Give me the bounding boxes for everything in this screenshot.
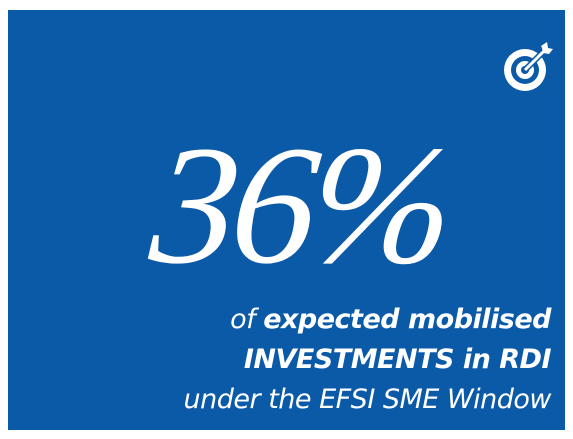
caption-text: of — [230, 304, 264, 335]
caption-line: under the EFSI SME Window — [183, 380, 552, 420]
caption-line: INVESTMENTS in RDI — [184, 340, 552, 380]
caption-text: INVESTMENTS in RDI — [243, 344, 552, 375]
caption-text: under the EFSI SME Window — [183, 384, 552, 415]
caption-text: expected mobilised — [263, 304, 551, 335]
stat: 36% — [143, 111, 458, 299]
target-icon — [504, 42, 553, 91]
caption: of expected mobilised INVESTMENTS in RDI u… — [183, 300, 552, 420]
caption-line: of expected mobilised — [184, 300, 551, 340]
panel: 36% of expected mobilised INVESTMENTS in … — [8, 10, 565, 430]
